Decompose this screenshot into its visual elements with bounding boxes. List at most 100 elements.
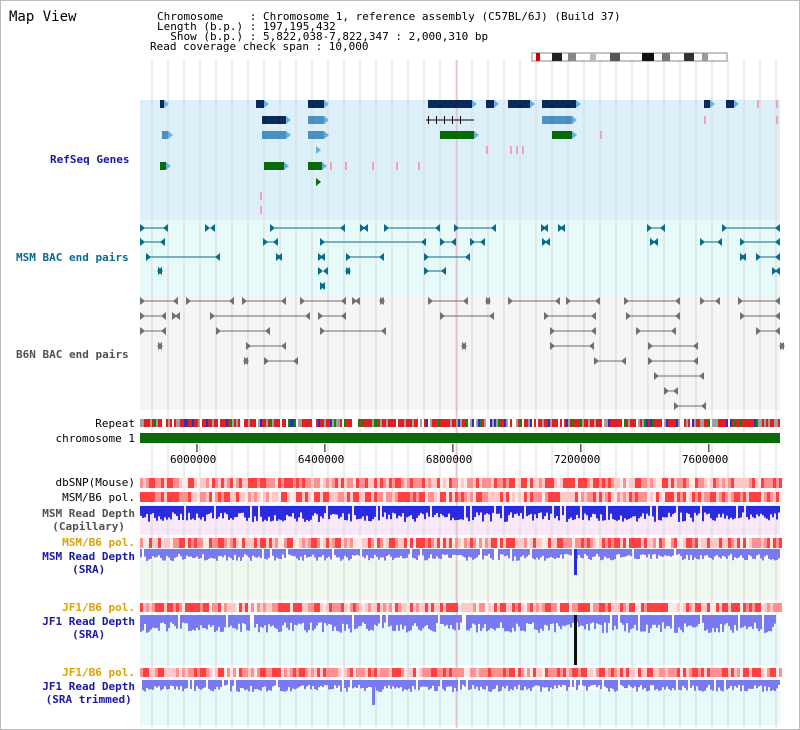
label-msm-bac-end-pairs[interactable]: MSM BAC end pairs xyxy=(16,251,129,264)
msm-depth-cap-bar xyxy=(510,506,512,513)
jf1-pol-trim-strip xyxy=(758,668,761,677)
jf1-depth-sra-bar xyxy=(418,615,420,630)
repeat-segment xyxy=(194,419,196,427)
jf1-pol-strip xyxy=(305,603,308,612)
repeat-segment xyxy=(774,419,776,427)
msm-pol-strip xyxy=(512,492,515,502)
msm-depth-sra-bar xyxy=(702,549,704,560)
jf1-depth-sra-bar xyxy=(496,615,498,629)
jf1-pol-trim-strip xyxy=(287,668,290,677)
jf1-pol-trim-strip xyxy=(719,668,722,677)
msm-pol-strip xyxy=(350,492,353,502)
jf1-pol-strip xyxy=(254,603,257,612)
msm-depth-cap-bar xyxy=(328,506,330,520)
msm-depth-sra-bar xyxy=(464,549,466,558)
jf1-depth-trim-bar xyxy=(528,680,530,689)
msm-depth-sra-bar xyxy=(368,549,370,561)
jf1-pol-strip xyxy=(725,603,728,612)
msm-depth-cap-bar xyxy=(196,506,198,514)
msm-pol-strip xyxy=(668,492,671,502)
refseq-gene-arrow xyxy=(264,100,269,108)
b6n-bac-end xyxy=(300,297,305,305)
repeat-segment xyxy=(520,419,522,427)
msm-pol-strip xyxy=(257,492,260,502)
b6n-bac-end xyxy=(591,327,596,335)
msm-pol-strip xyxy=(443,492,446,502)
msm-depth-cap-bar xyxy=(556,506,558,517)
jf1-pol-trim-strip xyxy=(659,668,662,677)
b6n-bac-end xyxy=(265,327,270,335)
msm-pol-strip xyxy=(254,492,257,502)
jf1-depth-sra-bar xyxy=(254,615,256,628)
repeat-segment xyxy=(492,419,494,427)
jf1-pol-strip xyxy=(455,603,458,612)
msm-pol-sra-strip xyxy=(260,538,263,548)
jf1-depth-sra-bar xyxy=(446,615,448,625)
msm-pol-sra-strip xyxy=(686,538,689,548)
msm-depth-sra-bar xyxy=(676,549,678,555)
jf1-pol-trim-strip xyxy=(683,668,686,677)
jf1-pol-trim-strip xyxy=(491,668,494,677)
jf1-pol-strip xyxy=(683,603,686,612)
jf1-depth-trim-bar xyxy=(322,680,324,688)
msm-depth-sra-bar xyxy=(578,549,580,556)
msm-depth-cap-bar xyxy=(368,506,370,521)
msm-depth-cap-bar xyxy=(734,506,736,519)
jf1-depth-trim-bar xyxy=(684,680,686,688)
msm-depth-cap-bar xyxy=(588,506,590,521)
repeat-segment xyxy=(506,419,508,427)
jf1-pol-strip xyxy=(563,603,566,612)
msm-depth-sra-bar xyxy=(726,549,728,559)
b6n-bac-end xyxy=(381,327,386,335)
msm-pol-sra-strip xyxy=(641,538,644,548)
refseq-gene-arrow xyxy=(324,100,329,108)
msm-depth-sra-bar xyxy=(704,549,706,556)
msm-bac-end xyxy=(215,253,220,261)
msm-depth-cap-bar xyxy=(202,506,204,517)
msm-bac-end xyxy=(424,253,429,261)
jf1-depth-trim-bar xyxy=(240,680,242,689)
msm-depth-cap-bar xyxy=(620,506,622,516)
msm-depth-sra-bar xyxy=(720,549,722,559)
jf1-pol-trim-strip xyxy=(167,668,170,677)
msm-bac-end xyxy=(741,253,746,261)
msm-pol-strip xyxy=(674,492,677,502)
repeat-segment xyxy=(210,419,212,427)
jf1-depth-sra-bar xyxy=(374,615,376,625)
jf1-depth-trim-bar xyxy=(620,680,622,685)
msm-depth-sra-bar xyxy=(582,549,584,559)
jf1-depth-sra-bar xyxy=(316,615,318,626)
repeat-segment xyxy=(318,419,320,427)
msm-bac-end xyxy=(717,238,722,246)
msm-depth-cap-bar xyxy=(156,506,158,521)
msm-depth-cap-bar xyxy=(618,506,620,520)
label-b6n-bac-end-pairs[interactable]: B6N BAC end pairs xyxy=(16,348,129,361)
jf1-pol-strip xyxy=(554,603,557,612)
refseq-gene xyxy=(162,131,168,139)
ideogram xyxy=(531,52,728,62)
jf1-depth-trim-bar xyxy=(358,680,360,685)
msm-pol-strip xyxy=(260,492,263,502)
jf1-depth-trim-bar xyxy=(730,680,732,686)
msm-depth-cap-bar xyxy=(356,506,358,520)
msm-pol-sra-strip xyxy=(548,538,551,548)
msm-pol-strip xyxy=(722,492,725,502)
msm-depth-cap-bar xyxy=(212,506,214,519)
msm-bac-end xyxy=(560,224,565,232)
repeat-segment xyxy=(152,419,154,427)
repeat-segment xyxy=(612,419,614,427)
msm-pol-strip xyxy=(272,492,275,502)
label-refseq-genes[interactable]: RefSeq Genes xyxy=(50,153,130,166)
msm-depth-sra-bar xyxy=(338,549,340,558)
dbsnp-strip xyxy=(641,478,644,488)
b6n-bac-end xyxy=(172,312,177,320)
repeat-segment xyxy=(622,419,624,427)
msm-depth-sra-bar xyxy=(516,549,518,561)
msm-depth-sra-bar xyxy=(266,549,268,560)
dbsnp-strip xyxy=(455,478,458,488)
msm-pol-sra-strip xyxy=(305,538,308,548)
dbsnp-strip xyxy=(524,478,527,488)
jf1-depth-sra-bar xyxy=(314,615,316,629)
repeat-segment xyxy=(294,419,296,427)
